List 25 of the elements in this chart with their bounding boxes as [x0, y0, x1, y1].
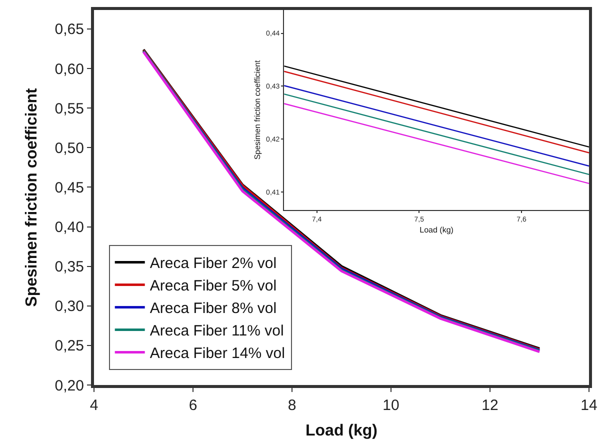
x-axis-title: Load (kg) [306, 422, 378, 440]
x-tick-label: 14 [580, 397, 598, 414]
legend-label: Areca Fiber 14% vol [150, 345, 285, 362]
x-tick-label: 10 [382, 397, 400, 414]
y-tick-label: 0,40 [54, 219, 84, 236]
y-tick-label: 0,35 [54, 258, 84, 276]
y-axis-title: Spesimen friction coefficient [252, 59, 262, 160]
y-tick-label: 0,55 [54, 100, 84, 118]
x-tick-label: 12 [482, 397, 498, 414]
x-axis-title: Load (kg) [420, 225, 454, 234]
y-tick-label: 0,45 [54, 179, 84, 196]
x-tick-label: 6 [188, 397, 198, 414]
y-tick-label: 0,50 [54, 140, 84, 157]
legend-label: Areca Fiber 5% vol [150, 278, 277, 295]
legend-label: Areca Fiber 8% vol [150, 300, 277, 318]
y-axis-title: Spesimen friction coefficient [24, 87, 41, 307]
x-tick-label: 8 [288, 397, 296, 414]
y-tick-label: 0,20 [54, 377, 84, 394]
y-tick-label: 0,30 [54, 298, 84, 316]
y-tick-label: 0,65 [54, 21, 84, 38]
legend-label: Areca Fiber 11% vol [150, 322, 284, 340]
x-tick-label: 4 [90, 397, 98, 414]
y-tick-label: 0,25 [54, 338, 84, 355]
y-tick-label: 0,60 [54, 60, 84, 78]
legend-label: Areca Fiber 2% vol [150, 255, 277, 272]
